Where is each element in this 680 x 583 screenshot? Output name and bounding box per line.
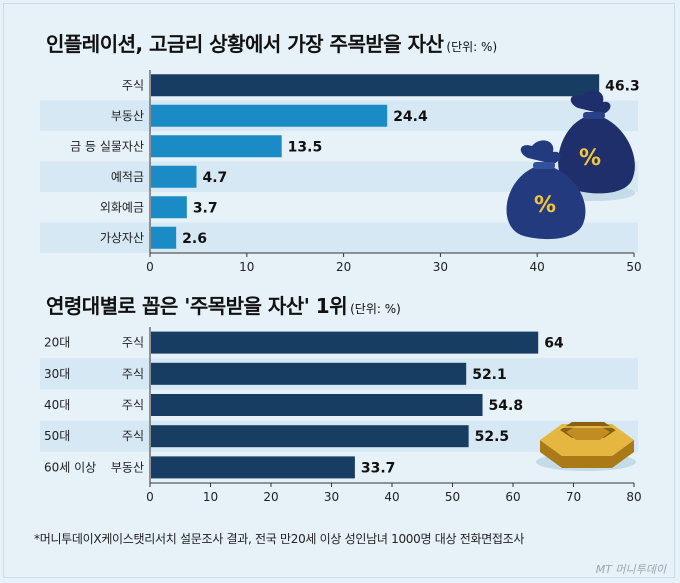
bar [151,196,187,219]
x-tick-label: 40 [530,260,545,274]
value-label: 24.4 [393,109,428,125]
chart-frame [3,3,675,578]
x-tick-label: 0 [146,260,154,274]
bar [151,456,355,479]
asset-label: 주식 [122,429,144,443]
svg-text:%: % [534,193,556,218]
category-label: 20대 [44,336,70,350]
asset-label: 주식 [122,367,144,381]
x-tick-label: 10 [239,260,254,274]
bar [151,104,388,127]
value-label: 64 [544,336,564,352]
x-tick-label: 70 [566,490,581,504]
category-label: 40대 [44,398,70,412]
value-label: 52.1 [472,367,507,383]
asset-label: 주식 [122,336,144,350]
category-label: 주식 [122,78,144,92]
footnote: *머니투데이X케이스탯리서치 설문조사 결과, 전국 만20세 이상 성인남녀 … [34,532,525,546]
value-label: 46.3 [605,78,640,94]
x-tick-label: 0 [146,490,154,504]
x-tick-label: 30 [324,490,339,504]
x-tick-label: 80 [626,490,641,504]
category-label: 외화예금 [100,200,144,214]
gold-nut-icon [536,422,636,471]
bar [151,135,282,158]
chart1-title: 인플레이션, 고금리 상황에서 가장 주목받을 자산 (단위: %) [46,32,498,56]
bar [151,394,483,416]
category-label: 금 등 실물자산 [70,139,144,153]
svg-text:%: % [579,146,601,171]
value-label: 13.5 [288,139,323,155]
category-label: 가상자산 [100,231,144,245]
x-tick-label: 60 [505,490,520,504]
x-tick-label: 40 [384,490,399,504]
x-tick-label: 20 [263,490,278,504]
value-label: 33.7 [361,460,396,476]
value-label: 4.7 [202,170,227,186]
value-label: 3.7 [193,200,218,216]
category-label: 50대 [44,429,70,443]
x-tick-label: 30 [433,260,448,274]
money-bag-icon: % % [506,90,635,240]
asset-label: 부동산 [111,460,144,474]
x-tick-label: 20 [336,260,351,274]
bar [151,362,467,385]
category-label: 예적금 [111,170,144,184]
x-tick-label: 10 [203,490,218,504]
category-label: 부동산 [111,109,144,123]
chart2-unit: (단위: %) [350,302,401,316]
value-label: 52.5 [475,429,510,445]
category-label: 30대 [44,367,70,381]
bar [151,165,197,188]
category-label: 60세 이상 [44,460,96,474]
publisher-logo: MT 머니투데이 [595,563,666,576]
x-tick-label: 50 [626,260,641,274]
chart1-unit: (단위: %) [446,40,498,54]
chart2-title: 연령대별로 꼽은 '주목받을 자산' 1위 (단위: %) [46,294,401,318]
x-tick-label: 50 [445,490,460,504]
value-label: 54.8 [489,398,524,414]
bar [151,425,469,448]
bar [151,74,600,97]
bar [151,226,177,249]
bar [151,331,539,354]
value-label: 2.6 [182,231,207,247]
asset-label: 주식 [122,398,144,412]
